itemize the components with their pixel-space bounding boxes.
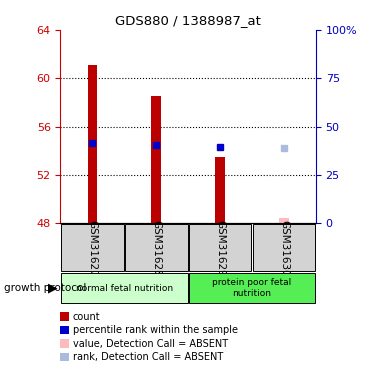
- Bar: [279, 218, 289, 223]
- Text: normal fetal nutrition: normal fetal nutrition: [76, 284, 173, 292]
- Text: rank, Detection Call = ABSENT: rank, Detection Call = ABSENT: [73, 352, 223, 362]
- Text: GSM31629: GSM31629: [215, 219, 225, 276]
- Bar: [215, 157, 225, 223]
- Text: growth protocol: growth protocol: [4, 283, 86, 292]
- Text: GSM31627: GSM31627: [87, 219, 98, 276]
- Bar: [125, 224, 188, 272]
- Text: protein poor fetal
nutrition: protein poor fetal nutrition: [213, 279, 292, 298]
- Bar: [189, 224, 252, 272]
- Bar: [253, 224, 315, 272]
- Text: count: count: [73, 312, 101, 321]
- Text: GSM31630: GSM31630: [279, 220, 289, 276]
- Bar: [88, 65, 97, 223]
- Text: percentile rank within the sample: percentile rank within the sample: [73, 325, 238, 335]
- Text: value, Detection Call = ABSENT: value, Detection Call = ABSENT: [73, 339, 228, 348]
- Title: GDS880 / 1388987_at: GDS880 / 1388987_at: [115, 15, 261, 27]
- Bar: [61, 273, 188, 303]
- Text: ▶: ▶: [48, 281, 57, 294]
- Bar: [151, 96, 161, 223]
- Bar: [189, 273, 315, 303]
- Text: GSM31628: GSM31628: [151, 219, 161, 276]
- Bar: [61, 224, 124, 272]
